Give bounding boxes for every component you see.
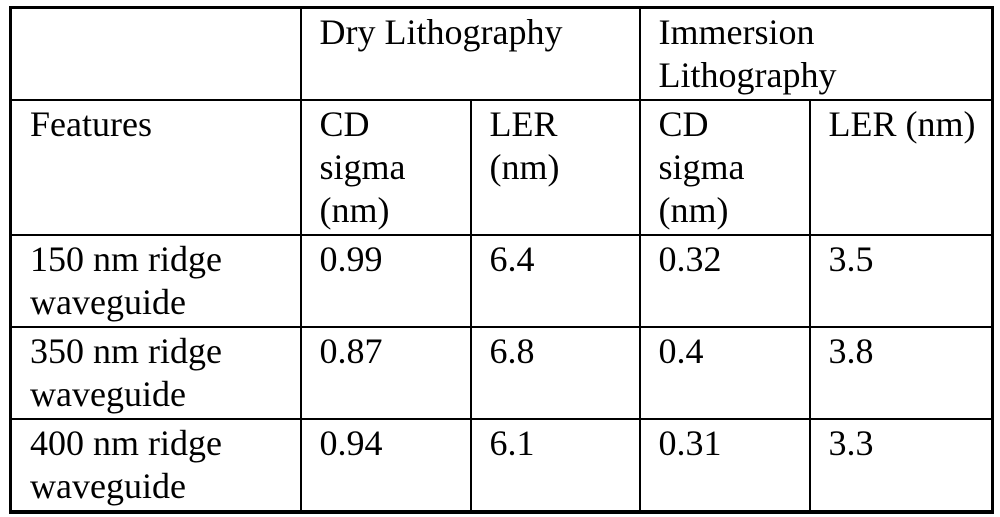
col-header-imm-cd-sigma: CD sigma (nm) bbox=[638, 99, 811, 236]
col-header-dry-cd-sigma: CD sigma (nm) bbox=[299, 99, 472, 236]
group-header-immersion-lithography: Immersion Lithography bbox=[638, 6, 994, 101]
cell-imm-cd-sigma: 0.4 bbox=[638, 326, 811, 420]
table-row: 400 nm ridge waveguide 0.94 6.1 0.31 3.3 bbox=[9, 418, 994, 513]
cell-dry-cd-sigma: 0.94 bbox=[299, 418, 472, 513]
cell-imm-cd-sigma: 0.31 bbox=[638, 418, 811, 513]
col-header-imm-ler: LER (nm) bbox=[808, 99, 994, 236]
group-header-dry-lithography: Dry Lithography bbox=[299, 6, 641, 101]
table-row-column-headers: Features CD sigma (nm) LER (nm) CD sigma… bbox=[9, 99, 994, 236]
lithography-comparison-table: Dry Lithography Immersion Lithography Fe… bbox=[9, 6, 995, 514]
cell-feature: 350 nm ridge waveguide bbox=[9, 326, 302, 420]
cell-dry-ler: 6.8 bbox=[469, 326, 641, 420]
cell-imm-ler: 3.5 bbox=[808, 234, 994, 328]
cell-feature: 400 nm ridge waveguide bbox=[9, 418, 302, 513]
table-row: 150 nm ridge waveguide 0.99 6.4 0.32 3.5 bbox=[9, 234, 994, 328]
table-row-group-headers: Dry Lithography Immersion Lithography bbox=[9, 6, 994, 101]
col-header-dry-ler: LER (nm) bbox=[469, 99, 641, 236]
cell-dry-cd-sigma: 0.87 bbox=[299, 326, 472, 420]
col-header-features: Features bbox=[9, 99, 302, 236]
cell-imm-ler: 3.8 bbox=[808, 326, 994, 420]
cell-imm-ler: 3.3 bbox=[808, 418, 994, 513]
cell-dry-ler: 6.4 bbox=[469, 234, 641, 328]
cell-feature: 150 nm ridge waveguide bbox=[9, 234, 302, 328]
cell-dry-ler: 6.1 bbox=[469, 418, 641, 513]
cell-imm-cd-sigma: 0.32 bbox=[638, 234, 811, 328]
cell-dry-cd-sigma: 0.99 bbox=[299, 234, 472, 328]
corner-cell bbox=[9, 6, 302, 101]
table-row: 350 nm ridge waveguide 0.87 6.8 0.4 3.8 bbox=[9, 326, 994, 420]
